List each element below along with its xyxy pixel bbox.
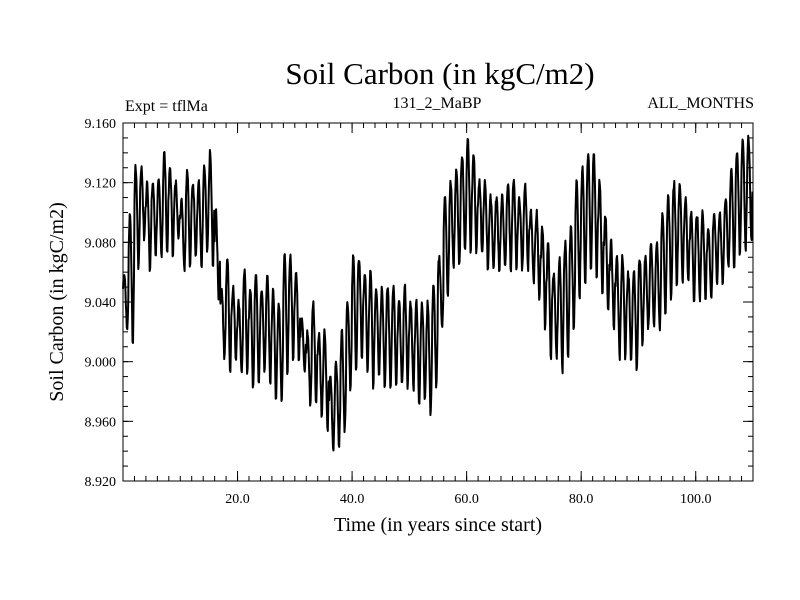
x-tick-label: 100.0: [680, 492, 712, 507]
y-tick-label: 9.120: [85, 177, 117, 192]
y-tick-label: 9.040: [85, 296, 117, 311]
x-tick-labels: 20.0 40.0 60.0 80.0 100.0: [225, 492, 711, 507]
y-tick-label: 8.960: [85, 415, 117, 430]
y-tick-labels: 8.920 8.960 9.000 9.040 9.080 9.120 9.160: [85, 117, 117, 490]
experiment-label: Expt = tflMa: [125, 98, 208, 115]
plot-frame: [122, 122, 754, 482]
y-tick-label: 9.080: [85, 236, 117, 251]
y-tick-label: 9.160: [85, 117, 117, 132]
y-axis-label: Soil Carbon (in kgC/m2): [46, 202, 68, 401]
x-tick-label: 80.0: [569, 492, 594, 507]
soil-carbon-series-line: [122, 134, 754, 452]
chart-title: Soil Carbon (in kgC/m2): [285, 56, 594, 91]
months-label: ALL_MONTHS: [647, 95, 754, 112]
period-label: 131_2_MaBP: [393, 95, 482, 112]
x-tick-label: 20.0: [225, 492, 250, 507]
y-tick-label: 9.000: [85, 356, 117, 371]
x-tick-label: 60.0: [454, 492, 479, 507]
x-tick-label: 40.0: [340, 492, 365, 507]
y-tick-label: 8.920: [85, 475, 117, 490]
x-axis-label: Time (in years since start): [334, 514, 542, 536]
